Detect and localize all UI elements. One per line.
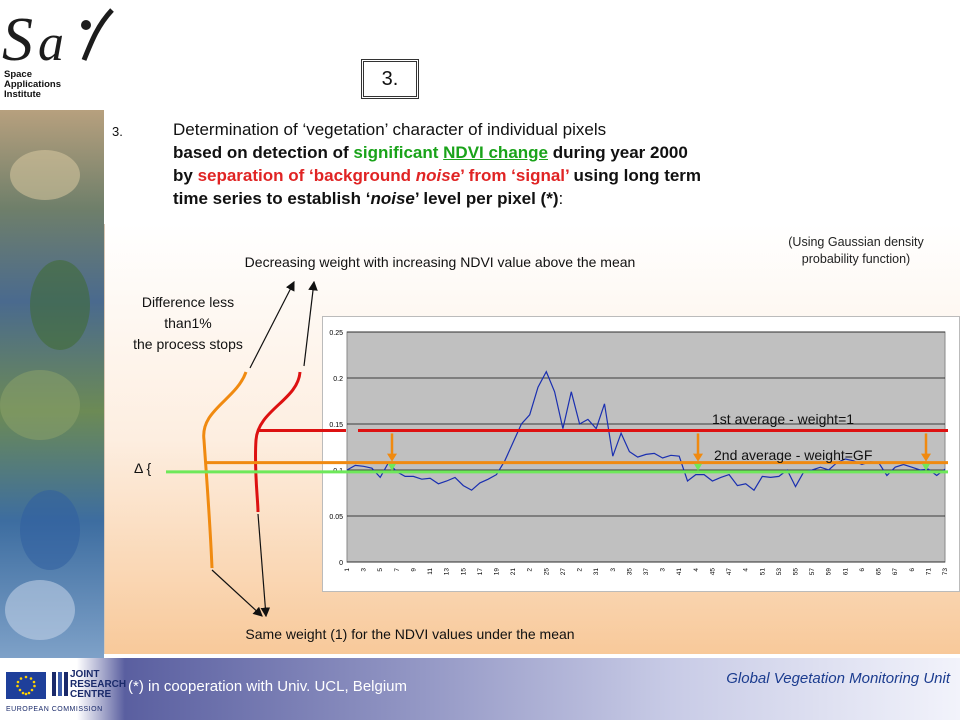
x-tick-label: 4	[693, 568, 700, 572]
x-tick-label: 67	[892, 568, 899, 576]
y-tick-label: 0.15	[329, 422, 343, 429]
sai-logo: S a Space Applications Institute	[0, 0, 120, 110]
gaussian-note: (Using Gaussian density probability func…	[788, 235, 924, 266]
chart-gridlines	[347, 331, 945, 563]
x-tick-label: 37	[643, 568, 650, 576]
gaussian-curve-orange	[202, 371, 248, 569]
x-tick-label: 11	[427, 568, 434, 575]
svg-text:S: S	[2, 6, 33, 74]
second-average-label: 2nd average - weight=GF	[714, 447, 872, 463]
x-tick-label: 5	[377, 568, 384, 572]
logo-text: Space Applications Institute	[4, 69, 62, 100]
x-tick-label: 61	[842, 568, 849, 576]
x-tick-label: 1	[344, 568, 351, 572]
x-tick-label: 2	[577, 568, 584, 572]
heading-line-1: Determination of ‘vegetation’ character …	[173, 120, 607, 139]
decreasing-weight-label: Decreasing weight with increasing NDVI v…	[244, 254, 636, 270]
y-tick-label: 0.2	[333, 376, 343, 383]
green-arrow-head	[388, 463, 396, 471]
x-tick-label: 25	[543, 568, 550, 576]
arrow-to-decreasing-2	[303, 280, 318, 367]
x-tick-label: 4	[743, 568, 750, 572]
first-average-label: 1st average - weight=1	[712, 411, 854, 427]
x-tick-label: 17	[477, 568, 484, 576]
ndvi-series-line	[346, 370, 946, 492]
european-commission-text: EUROPEAN COMMISSION	[6, 706, 103, 713]
unit-name: Global Vegetation Monitoring Unit	[726, 670, 950, 687]
heading-line-3: by separation of ‘background noise’ from…	[173, 166, 702, 185]
chart-x-ticks: 1 3 5 7 9 11 13 15 17 19 21 2 25 27 2 31 3 35 37 3 41 4 45 47 4 5…	[344, 568, 949, 576]
green-arrow-head	[694, 463, 702, 471]
jrc-text: JOINT RESEARCH CENTRE	[70, 669, 127, 700]
arrow-to-same-weight-2	[257, 513, 271, 618]
jrc-logo-icon	[50, 668, 70, 700]
x-tick-label: 47	[726, 568, 733, 576]
x-tick-label: 15	[460, 568, 467, 576]
x-tick-label: 41	[676, 568, 683, 576]
x-tick-label: 65	[876, 568, 883, 576]
gaussian-curve-red	[253, 371, 302, 513]
x-tick-label: 59	[826, 568, 833, 576]
x-tick-label: 7	[394, 568, 401, 572]
x-tick-label: 3	[361, 568, 368, 572]
x-tick-label: 3	[660, 568, 667, 572]
x-tick-label: 51	[759, 568, 766, 576]
x-tick-label: 57	[809, 568, 816, 576]
y-tick-label: 0	[339, 560, 343, 567]
heading-number: 3.	[112, 124, 123, 139]
x-tick-label: 73	[942, 568, 949, 576]
x-tick-label: 21	[510, 568, 517, 576]
heading-line-2: based on detection of significant NDVI c…	[173, 143, 688, 162]
delta-label: Δ {	[134, 460, 152, 476]
x-tick-label: 45	[709, 568, 716, 576]
heading-line-4: time series to establish ‘noise’ level p…	[173, 189, 564, 208]
eu-flag-icon	[6, 672, 46, 699]
svg-text:a: a	[38, 15, 64, 72]
chart-y-ticks: 00.050.10.150.20.25	[329, 330, 343, 567]
x-tick-label: 6	[859, 568, 866, 572]
difference-label: Difference less than1% the process stops	[133, 294, 243, 352]
orange-down-arrows	[387, 433, 931, 471]
x-tick-label: 27	[560, 568, 567, 576]
y-tick-label: 0.25	[329, 330, 343, 337]
orange-arrow-head	[387, 453, 397, 462]
x-tick-label: 31	[593, 568, 600, 576]
footer-bar: JOINT RESEARCH CENTRE EUROPEAN COMMISSIO…	[0, 658, 960, 720]
x-tick-label: 55	[793, 568, 800, 576]
x-tick-label: 71	[925, 568, 932, 576]
x-tick-label: 19	[494, 568, 501, 576]
x-tick-label: 9	[410, 568, 417, 572]
x-tick-label: 3	[610, 568, 617, 572]
satellite-image-strip	[0, 110, 104, 658]
orange-arrow-head	[921, 453, 931, 462]
cooperation-note: (*) in cooperation with Univ. UCL, Belgi…	[128, 678, 408, 695]
plot-area	[346, 331, 946, 563]
same-weight-label: Same weight (1) for the NDVI values unde…	[245, 626, 575, 642]
y-tick-label: 0.05	[329, 514, 343, 521]
average-lines	[166, 428, 948, 474]
x-tick-label: 13	[444, 568, 451, 576]
x-tick-label: 35	[626, 568, 633, 576]
arrow-to-same-weight-1	[211, 569, 263, 617]
green-arrow-head	[922, 463, 930, 471]
orange-arrow-head	[693, 453, 703, 462]
arrow-to-decreasing-1	[249, 280, 295, 369]
x-tick-label: 53	[776, 568, 783, 576]
x-tick-label: 2	[527, 568, 534, 572]
x-tick-label: 6	[909, 568, 916, 572]
slide-number-box: 3.	[361, 59, 419, 99]
